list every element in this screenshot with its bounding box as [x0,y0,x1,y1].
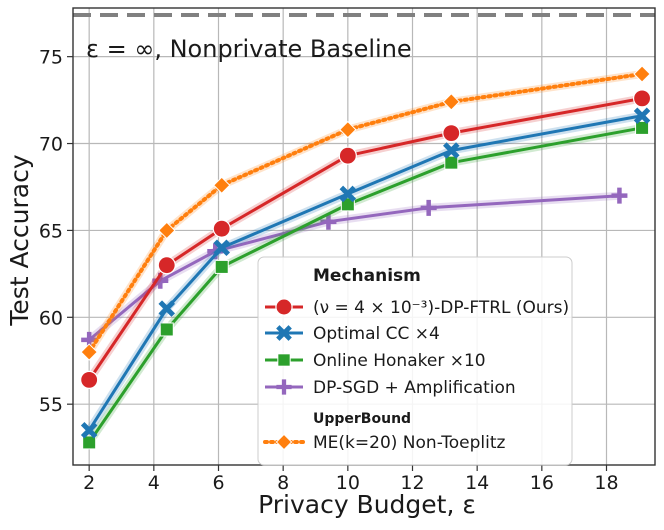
series-0 [80,89,652,389]
legend-label: (ν = 4 × 10⁻³)-DP-FTRL (Ours) [313,298,569,318]
series-2 [82,120,650,450]
baseline-annotation: ε = ∞, Nonprivate Baseline [86,35,412,63]
y-tick-label: 75 [39,47,63,69]
y-tick-label: 55 [39,394,63,416]
y-tick-label: 65 [39,220,63,242]
x-tick-label: 16 [530,472,554,494]
legend: Mechanism (ν = 4 × 10⁻³)-DP-FTRL (Ours) O… [257,256,573,466]
data-point [157,256,176,275]
x-tick-label: 12 [400,472,424,494]
legend-item-3: DP-SGD + Amplification [265,378,516,398]
axis-ticks: 2 4 6 8 10 12 14 16 18 55 60 65 70 75 [39,47,619,494]
data-point [214,259,229,274]
legend-item-2: Online Honaker ×10 [265,351,486,371]
series-group [80,65,652,450]
legend-item-4: ME(k=20) Non-Toeplitz [263,433,506,453]
legend-items: (ν = 4 × 10⁻³)-DP-FTRL (Ours) Optimal CC … [263,298,569,453]
data-point [213,239,231,257]
data-point [632,89,652,108]
data-point [158,221,176,240]
x-tick-label: 10 [336,472,360,494]
series-line [87,72,645,355]
data-point [80,421,98,439]
series-line [87,126,643,444]
data-point [212,219,231,238]
data-point [338,146,357,165]
y-axis-label: Test Accuracy [5,154,34,327]
legend-box [257,256,573,466]
legend-item-1: Optimal CC ×4 [265,324,440,344]
data-point [633,65,651,83]
legend-label: ME(k=20) Non-Toeplitz [313,433,506,453]
data-point [213,176,231,194]
data-point [80,343,98,361]
legend-swatch-marker [276,379,292,395]
legend-swatch-marker [276,325,292,341]
legend-label: DP-SGD + Amplification [313,378,516,398]
data-point [443,142,460,159]
x-tick-label: 18 [594,472,618,494]
legend-item-0: (ν = 4 × 10⁻³)-DP-FTRL (Ours) [265,298,569,318]
x-axis-label: Privacy Budget, ε [258,490,476,519]
data-point [158,300,176,317]
data-point [340,197,355,212]
x-tick-label: 6 [212,472,224,494]
data-point [159,322,174,337]
legend-label: Optimal CC ×4 [313,324,440,344]
series-4 [80,65,651,361]
series-line [87,114,643,432]
data-point [80,370,99,389]
data-point [339,120,357,139]
x-tick-label: 14 [465,472,489,494]
y-tick-label: 70 [39,134,63,156]
data-point [442,93,461,111]
series-line [87,96,643,381]
data-point [339,185,357,203]
data-point [633,107,651,125]
legend-swatch-marker [277,353,291,367]
data-point [420,199,437,216]
x-tick-label: 2 [83,472,95,494]
data-point [320,213,337,230]
data-point [442,124,461,143]
legend-swatch-marker [275,298,293,316]
x-tick-label: 8 [277,472,289,494]
data-point [635,120,650,135]
legend-label: Online Honaker ×10 [313,351,486,371]
legend-subtitle: UpperBound [313,411,411,427]
y-tick-label: 60 [39,307,63,329]
x-tick-label: 4 [148,472,160,494]
data-point [444,155,459,170]
data-point [82,435,97,450]
data-point [611,187,628,204]
legend-title: Mechanism [313,266,421,286]
legend-swatch-marker [275,433,293,451]
series-1 [80,107,651,439]
